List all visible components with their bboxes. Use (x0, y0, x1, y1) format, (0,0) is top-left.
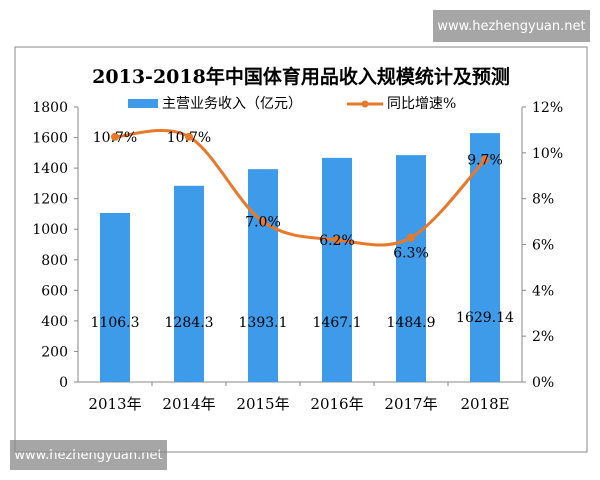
bar (174, 185, 204, 382)
left-tick-label: 1600 (32, 131, 68, 147)
bar-value-label: 1629.14 (456, 310, 514, 326)
legend-line-marker (361, 100, 369, 108)
chart-frame (14, 46, 588, 453)
left-tick-label: 400 (41, 314, 68, 330)
growth-point (259, 217, 267, 226)
growth-label: 7.0% (245, 215, 281, 231)
growth-label: 6.3% (393, 246, 429, 262)
bar-value-label: 1284.3 (165, 315, 214, 331)
left-tick-label: 800 (41, 253, 68, 269)
right-tick-label: 0% (532, 375, 554, 391)
left-tick-label: 1200 (32, 192, 68, 208)
growth-label: 9.7% (467, 153, 503, 169)
x-tick-label: 2016年 (310, 395, 363, 413)
right-tick-label: 8% (532, 192, 554, 208)
watermark-top: www.hezhengyuan.net (433, 10, 590, 42)
growth-point (407, 233, 415, 242)
growth-point (185, 132, 193, 141)
bar-value-label: 1484.9 (387, 315, 436, 331)
right-tick-label: 2% (532, 329, 554, 345)
growth-point (333, 235, 341, 244)
left-tick-label: 600 (41, 283, 68, 299)
right-tick-label: 6% (532, 238, 554, 254)
x-tick-label: 2013年 (88, 395, 141, 413)
growth-point (111, 132, 119, 141)
chart-title: 2013-2018年中国体育用品收入规模统计及预测 (92, 65, 510, 88)
bar-value-label: 1467.1 (313, 315, 362, 331)
bar-value-label: 1106.3 (91, 315, 140, 331)
x-tick-label: 2015年 (236, 395, 289, 413)
right-tick-label: 12% (532, 100, 563, 116)
x-tick-label: 2014年 (162, 395, 215, 413)
growth-label: 10.7% (93, 130, 137, 146)
legend-line-label: 同比增速% (387, 96, 456, 112)
left-tick-label: 0 (59, 375, 68, 391)
bar (100, 212, 130, 382)
growth-label: 10.7% (167, 130, 211, 146)
right-tick-label: 4% (532, 283, 554, 299)
growth-line (114, 129, 487, 247)
growth-point (481, 155, 489, 164)
left-tick-label: 1400 (32, 161, 68, 177)
left-tick-label: 200 (41, 344, 68, 360)
right-tick-label: 10% (532, 146, 563, 162)
left-tick-label: 1000 (32, 222, 68, 238)
bar (470, 133, 500, 382)
bar (248, 169, 278, 382)
watermark-bottom: www.hezhengyuan.net (10, 440, 167, 470)
bar-value-label: 1393.1 (239, 315, 288, 331)
growth-label: 6.2% (319, 233, 355, 249)
legend-bar-swatch (128, 99, 158, 108)
bar (322, 157, 352, 382)
x-tick-label: 2017年 (384, 395, 437, 413)
left-tick-label: 1800 (32, 100, 68, 116)
bar (396, 155, 426, 382)
x-tick-label: 2018E (460, 395, 509, 413)
legend-bar-label: 主营业务收入（亿元） (162, 96, 302, 112)
